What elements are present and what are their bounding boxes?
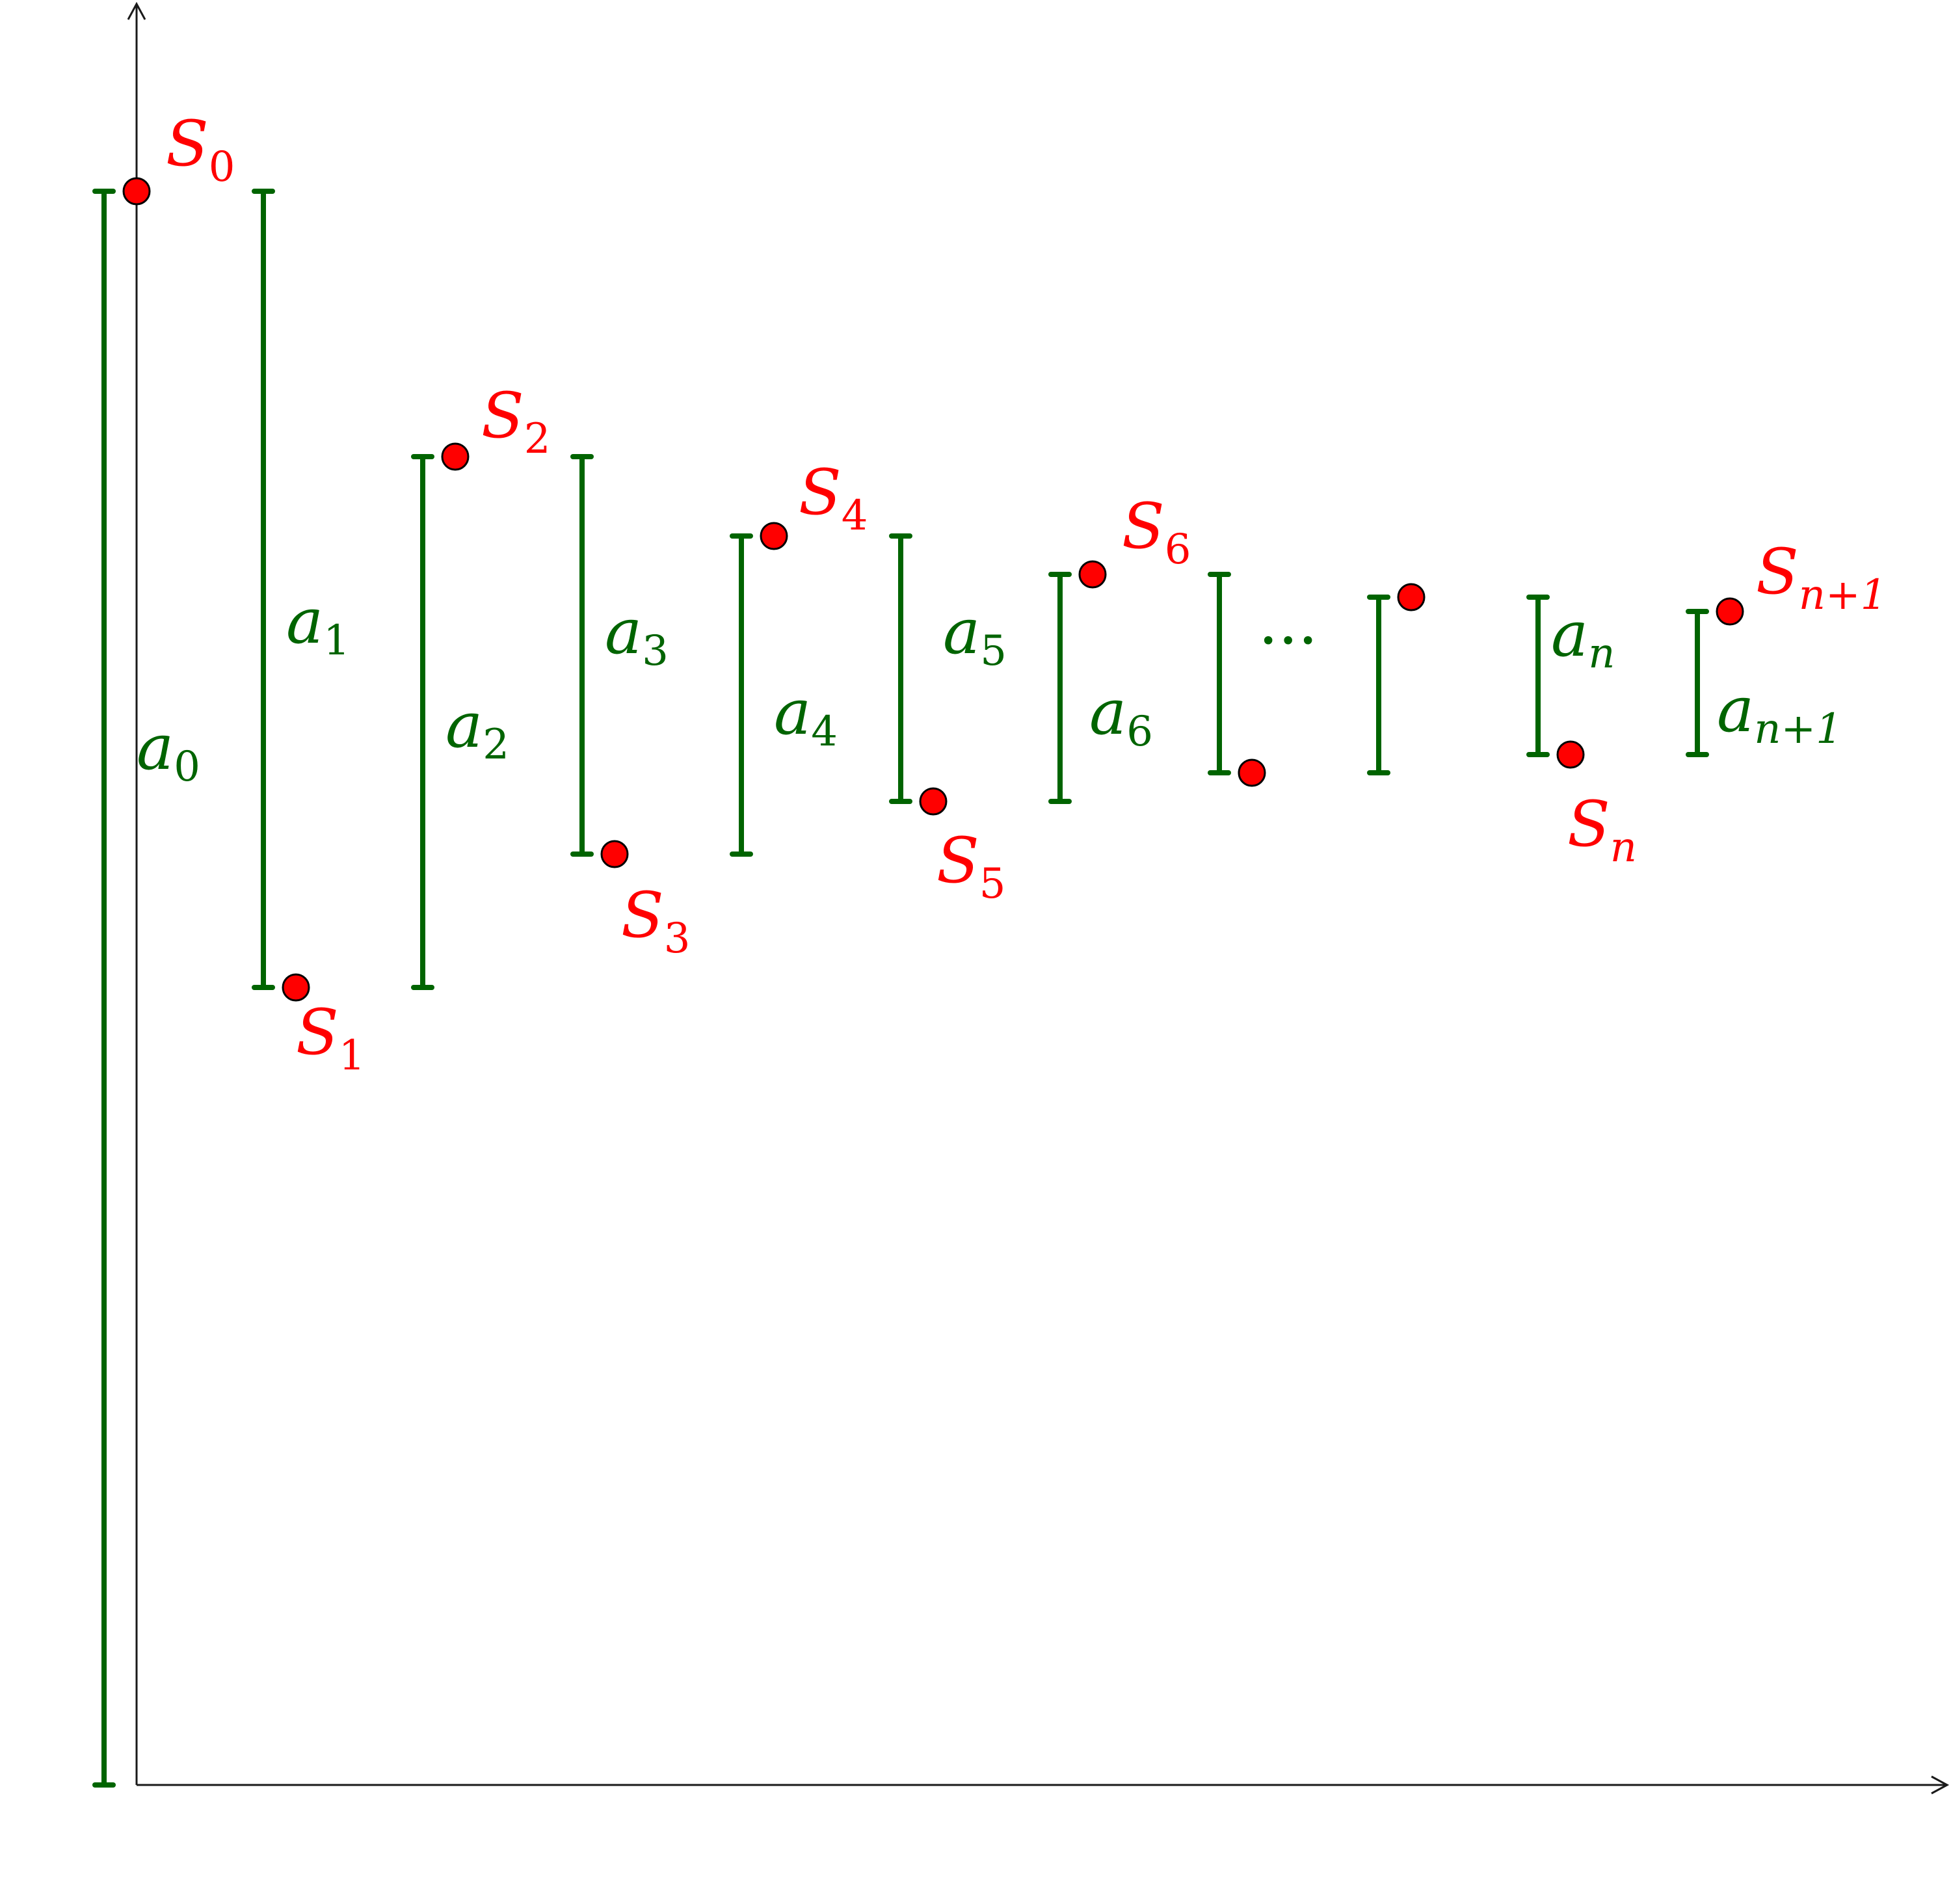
segment-an-1 xyxy=(1367,595,1390,775)
label-a1: a1 xyxy=(286,585,350,665)
label-s4: S4 xyxy=(799,456,868,540)
point-s3 xyxy=(600,840,629,868)
label-s5: S5 xyxy=(936,824,1005,908)
point-sn+1 xyxy=(1716,597,1744,626)
label-an: an xyxy=(1551,598,1615,678)
segment-a5 xyxy=(889,533,912,804)
point-s4 xyxy=(760,522,788,550)
label-sn+1: Sn+1 xyxy=(1756,535,1887,619)
sum-labels: S0 S1 S2 S3 S4 S5 S6 Sn Sn+1 xyxy=(166,107,1887,1080)
segment-a0 xyxy=(92,189,116,1788)
segment-a6 xyxy=(1048,572,1072,804)
label-sn: Sn xyxy=(1567,788,1637,872)
point-s7 xyxy=(1238,758,1266,787)
label-s6: S6 xyxy=(1122,490,1191,574)
segment-a4 xyxy=(730,533,753,857)
point-s0 xyxy=(122,177,151,206)
ellipsis: ··· xyxy=(1258,604,1318,677)
label-an+1: an+1 xyxy=(1717,673,1842,753)
label-s0: S0 xyxy=(166,107,235,191)
segment-a3 xyxy=(570,454,594,857)
segment-a7 xyxy=(1208,572,1231,775)
term-labels: a0 a1 a2 a3 a4 a5 a6 an an+1 xyxy=(137,585,1842,791)
point-sn xyxy=(1556,740,1585,769)
partial-sum-points xyxy=(122,177,1744,1002)
segment-an xyxy=(1526,595,1550,757)
segment-a1 xyxy=(252,189,275,990)
point-s8 xyxy=(1397,583,1426,611)
segment-an+1 xyxy=(1686,609,1709,757)
label-s2: S2 xyxy=(481,379,550,463)
segment-a2 xyxy=(411,454,434,990)
point-s5 xyxy=(919,787,948,816)
label-a4: a4 xyxy=(774,676,838,756)
point-s1 xyxy=(282,973,310,1002)
label-a6: a6 xyxy=(1089,676,1153,756)
label-s3: S3 xyxy=(621,879,690,963)
label-s1: S1 xyxy=(296,996,365,1080)
label-a3: a3 xyxy=(605,595,669,675)
label-a2: a2 xyxy=(445,689,509,769)
label-a0: a0 xyxy=(137,711,200,791)
term-segments xyxy=(92,189,1709,1788)
label-a5: a5 xyxy=(943,595,1007,675)
point-s6 xyxy=(1078,560,1107,589)
point-s2 xyxy=(441,442,470,471)
